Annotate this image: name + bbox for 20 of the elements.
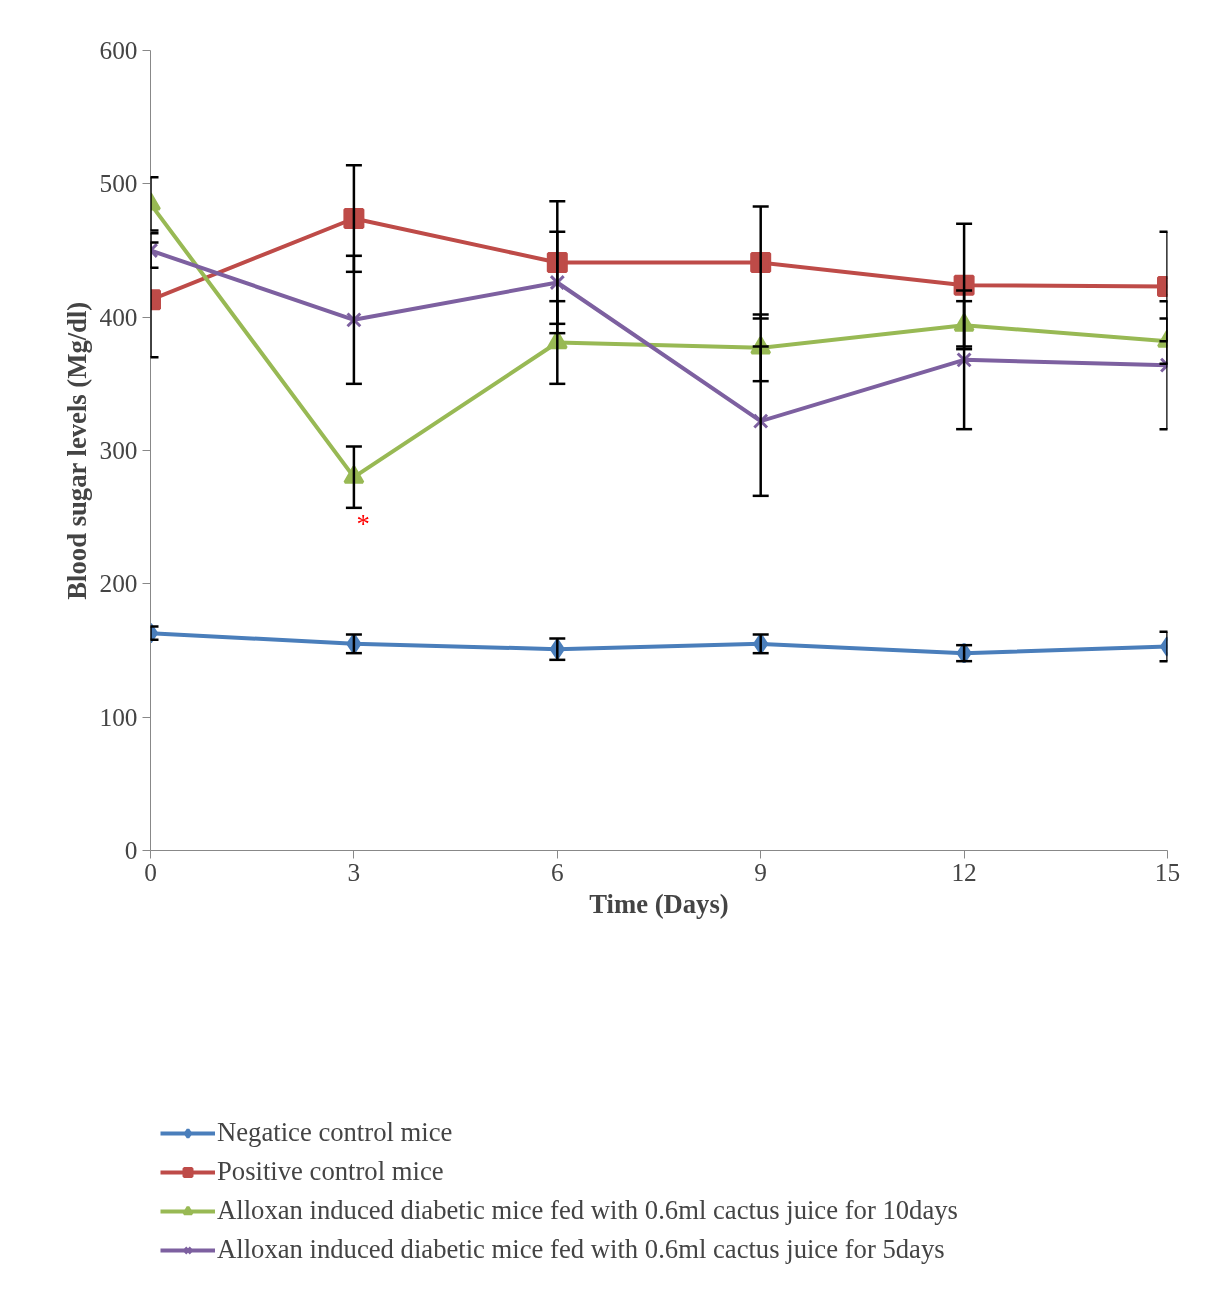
legend-label: Alloxan induced diabetic mice fed with 0.6ml cactus juice for 10days: [217, 1195, 958, 1226]
x-tick-label: 15: [1154, 857, 1181, 886]
y-tick-label: 500: [99, 169, 138, 198]
x-tick-label: 9: [754, 857, 768, 886]
y-tick-label: 400: [99, 302, 138, 331]
legend-label: Negatice control mice: [217, 1117, 453, 1148]
legend-label: Positive control mice: [217, 1156, 444, 1187]
y-tick-label: 300: [99, 436, 138, 464]
x-tick-label: 6: [550, 857, 564, 886]
legend-label: Alloxan induced diabetic mice fed with 0.6ml cactus juice for 5days: [217, 1234, 945, 1265]
y-tick-label: 200: [99, 569, 138, 598]
annotation: *: [356, 508, 370, 539]
y-axis-title: Blood sugar levels (Mg/dl): [61, 301, 92, 600]
y-tick-label: 0: [124, 836, 138, 864]
y-tick-label: 600: [99, 36, 138, 64]
x-axis-title: Time (Days): [589, 888, 729, 919]
x-tick-label: 0: [144, 857, 157, 886]
x-tick-label: 3: [347, 857, 361, 886]
y-tick-label: 100: [99, 702, 138, 731]
x-tick-label: 12: [951, 857, 977, 886]
